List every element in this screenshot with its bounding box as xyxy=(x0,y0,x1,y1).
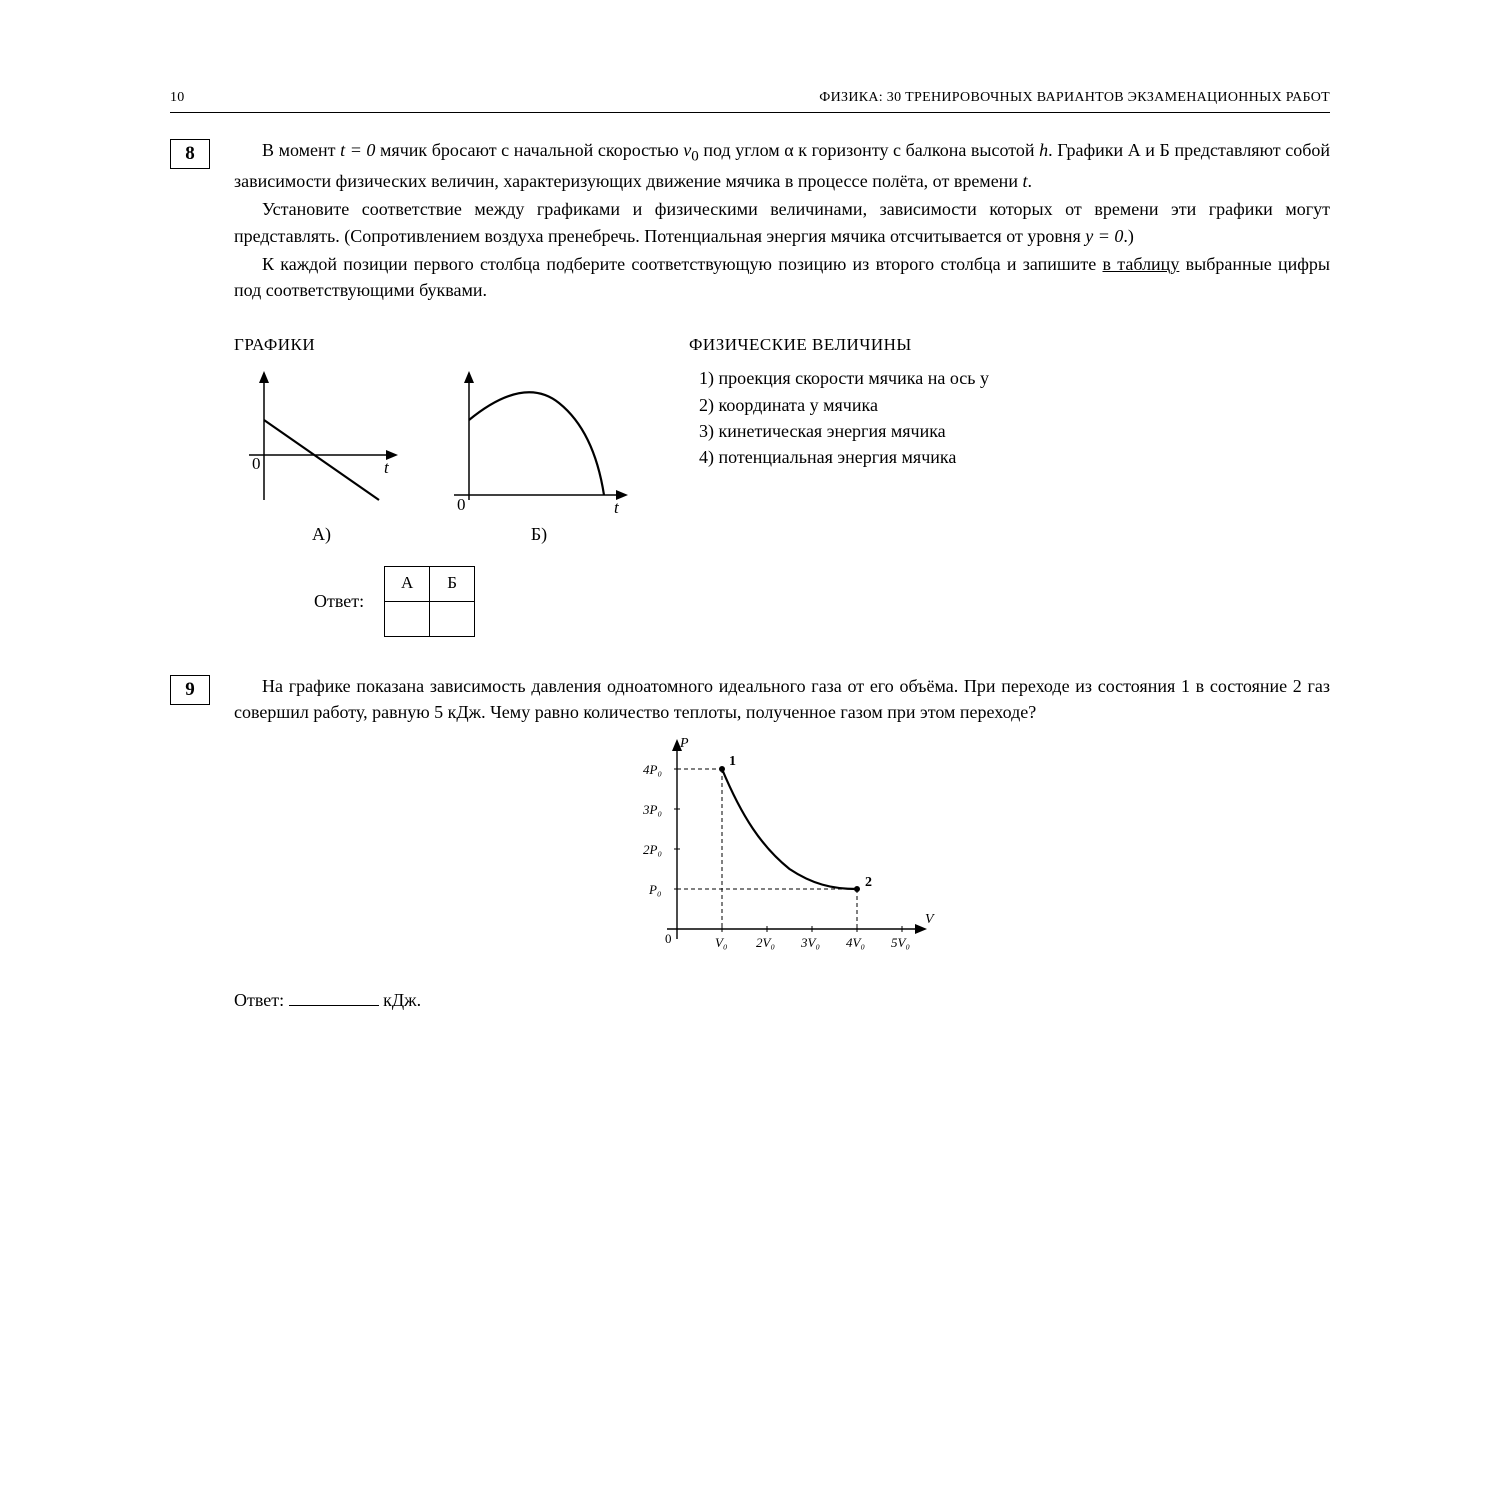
tbl-cell-a[interactable] xyxy=(385,601,430,636)
p8-para1: В момент t = 0 мячик бросают с начальной… xyxy=(234,137,1330,194)
svg-text:0: 0 xyxy=(457,495,466,514)
problem-8: 8 В момент t = 0 мячик бросают с начальн… xyxy=(170,137,1330,637)
phys-item: 2) координата y мячика xyxy=(699,392,1330,418)
p8-graph-a-label: А) xyxy=(312,521,331,547)
svg-text:4V₀: 4V₀ xyxy=(846,935,865,950)
phys-item: 3) кинетическая энергия мячика xyxy=(699,418,1330,444)
svg-text:t: t xyxy=(384,458,390,477)
p8-graphics-label: ГРАФИКИ xyxy=(234,333,669,358)
p8-graph-b-label: Б) xyxy=(531,521,547,547)
svg-text:V: V xyxy=(925,912,935,927)
header-title: ФИЗИКА: 30 ТРЕНИРОВОЧНЫХ ВАРИАНТОВ ЭКЗАМ… xyxy=(819,90,1330,106)
p8-para3: К каждой позиции первого столбца подбери… xyxy=(234,251,1330,303)
tbl-header-b: Б xyxy=(430,566,475,601)
svg-text:0: 0 xyxy=(665,931,672,946)
p8-graphics-row: ГРАФИКИ 0 t xyxy=(234,315,1330,548)
p9-answer-blank[interactable] xyxy=(289,987,379,1006)
problem-9: 9 На графике показана зависимость давлен… xyxy=(170,673,1330,1013)
problem-9-number: 9 xyxy=(170,675,210,705)
page-number: 10 xyxy=(170,90,185,106)
p8-phys-list: 1) проекция скорости мячика на ось y 2) … xyxy=(699,365,1330,469)
p9-answer-label: Ответ: xyxy=(234,990,284,1010)
p8-para2: Установите соответствие между графиками … xyxy=(234,196,1330,248)
svg-text:t: t xyxy=(614,498,620,515)
p8-graph-a: 0 t А) xyxy=(234,365,409,547)
p9-chart-wrap: 0 P V P₀ 2P₀ 3P₀ 4P₀ V₀ 2V₀ xyxy=(234,729,1330,969)
svg-text:2: 2 xyxy=(865,875,872,890)
phys-item: 1) проекция скорости мячика на ось y xyxy=(699,365,1330,391)
p8-phys-label: ФИЗИЧЕСКИЕ ВЕЛИЧИНЫ xyxy=(689,333,1330,358)
svg-text:2P₀: 2P₀ xyxy=(643,842,662,857)
tbl-header-a: А xyxy=(385,566,430,601)
problem-8-number: 8 xyxy=(170,139,210,169)
problem-9-body: На графике показана зависимость давления… xyxy=(234,673,1330,1013)
p8-graph-b: 0 t Б) xyxy=(439,365,639,547)
svg-text:2V₀: 2V₀ xyxy=(756,935,775,950)
page: 10 ФИЗИКА: 30 ТРЕНИРОВОЧНЫХ ВАРИАНТОВ ЭК… xyxy=(0,0,1500,1500)
p9-answer-unit: кДж. xyxy=(383,990,421,1010)
svg-text:5V₀: 5V₀ xyxy=(891,935,910,950)
p8-answer-row: Ответ: А Б xyxy=(314,566,1330,637)
p9-chart-svg: 0 P V P₀ 2P₀ 3P₀ 4P₀ V₀ 2V₀ xyxy=(627,729,937,969)
svg-text:P₀: P₀ xyxy=(648,882,661,897)
svg-text:P: P xyxy=(679,736,689,751)
p9-answer-row: Ответ: кДж. xyxy=(234,987,1330,1013)
svg-text:1: 1 xyxy=(729,754,736,769)
svg-text:V₀: V₀ xyxy=(715,935,727,950)
graph-b-svg: 0 t xyxy=(439,365,639,515)
phys-item: 4) потенциальная энергия мячика xyxy=(699,444,1330,470)
svg-text:0: 0 xyxy=(252,454,261,473)
problem-8-body: В момент t = 0 мячик бросают с начальной… xyxy=(234,137,1330,637)
page-header: 10 ФИЗИКА: 30 ТРЕНИРОВОЧНЫХ ВАРИАНТОВ ЭК… xyxy=(170,90,1330,113)
svg-text:3P₀: 3P₀ xyxy=(642,802,662,817)
tbl-cell-b[interactable] xyxy=(430,601,475,636)
svg-text:4P₀: 4P₀ xyxy=(643,762,662,777)
graph-a-svg: 0 t xyxy=(234,365,409,515)
p9-text: На графике показана зависимость давления… xyxy=(234,673,1330,725)
p8-answer-table: А Б xyxy=(384,566,475,637)
p8-answer-label: Ответ: xyxy=(314,588,364,614)
svg-text:3V₀: 3V₀ xyxy=(800,935,820,950)
